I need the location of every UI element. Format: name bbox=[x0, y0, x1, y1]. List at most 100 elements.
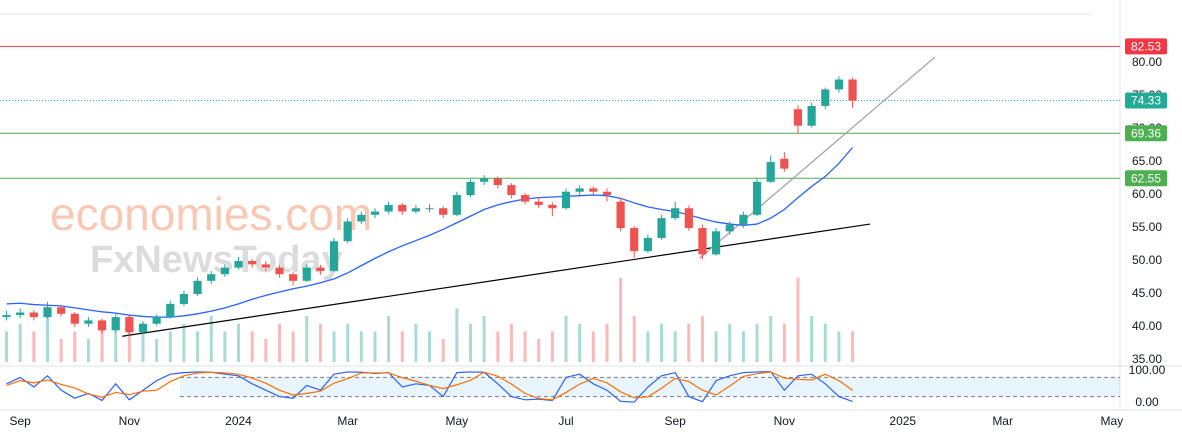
candle-body bbox=[261, 264, 270, 268]
candle-body bbox=[684, 208, 693, 229]
volume-bar bbox=[223, 331, 227, 362]
stochastic-line bbox=[6, 371, 853, 401]
volume-bar bbox=[168, 331, 172, 362]
candle-body bbox=[248, 261, 257, 265]
volume-bar bbox=[127, 316, 131, 362]
watermark: FxNewsToday bbox=[90, 239, 343, 281]
volume-bar bbox=[196, 331, 200, 362]
candle-body bbox=[2, 315, 11, 318]
volume-bar bbox=[32, 331, 36, 362]
volume-bar bbox=[564, 316, 568, 362]
x-tick-label: Mar bbox=[337, 414, 358, 428]
candle-body bbox=[57, 307, 66, 314]
candle-body bbox=[766, 162, 775, 182]
stochastic-band bbox=[180, 377, 1120, 397]
candle-body bbox=[630, 228, 639, 252]
volume-bar bbox=[591, 331, 595, 362]
stochastic-tick-label: 0.00 bbox=[1135, 395, 1159, 409]
volume-bar bbox=[359, 331, 363, 362]
volume-bar bbox=[714, 331, 718, 362]
volume-bar bbox=[455, 308, 459, 362]
level-label-box bbox=[1125, 38, 1167, 55]
volume-bar bbox=[796, 277, 800, 362]
volume-bar bbox=[537, 339, 541, 362]
candle-body bbox=[589, 188, 598, 192]
candle-body bbox=[166, 303, 175, 318]
volume-bar bbox=[509, 323, 513, 362]
candle-body bbox=[725, 224, 734, 232]
volume-bar bbox=[605, 323, 609, 362]
volume-bar bbox=[523, 331, 527, 362]
candle-body bbox=[602, 191, 612, 196]
volume-bar bbox=[250, 331, 254, 362]
candle-body bbox=[466, 181, 475, 196]
volume-bar bbox=[823, 323, 827, 362]
volume-bar bbox=[578, 323, 582, 362]
candle-body bbox=[739, 214, 748, 225]
volume-bar bbox=[387, 316, 391, 362]
candle-body bbox=[220, 267, 229, 275]
volume-bar bbox=[318, 323, 322, 362]
candle-body bbox=[97, 320, 107, 331]
y-tick-label: 60.00 bbox=[1132, 187, 1162, 201]
y-tick-label: 65.00 bbox=[1132, 154, 1162, 168]
volume-bar bbox=[687, 323, 691, 362]
volume-bar bbox=[755, 323, 759, 362]
candle-body bbox=[111, 317, 120, 331]
x-tick-label: Jul bbox=[558, 414, 573, 428]
volume-bar bbox=[237, 323, 241, 362]
volume-bar bbox=[182, 323, 186, 362]
volume-bar bbox=[141, 331, 145, 362]
candle-body bbox=[329, 241, 339, 271]
candle-body bbox=[398, 204, 407, 212]
y-tick-label: 40.00 bbox=[1132, 319, 1162, 333]
volume-bar bbox=[428, 331, 432, 362]
candle-body bbox=[520, 195, 530, 202]
level-label-box bbox=[1125, 92, 1167, 109]
candle-body bbox=[16, 312, 25, 316]
volume-bar bbox=[346, 323, 350, 362]
candle-body bbox=[807, 105, 816, 126]
candle-body bbox=[712, 231, 721, 255]
volume-bar bbox=[741, 331, 745, 362]
volume-bar bbox=[373, 331, 377, 362]
volume-bar bbox=[646, 331, 650, 362]
candle-body bbox=[384, 204, 393, 212]
volume-bar bbox=[810, 316, 814, 362]
volume-bar bbox=[851, 331, 855, 362]
candle-body bbox=[43, 307, 52, 318]
candle-body bbox=[193, 280, 202, 295]
volume-bar bbox=[837, 331, 841, 362]
x-tick-label: May bbox=[446, 414, 469, 428]
volume-bar bbox=[660, 323, 664, 362]
candle-body bbox=[357, 214, 366, 222]
candle-body bbox=[752, 181, 762, 215]
volume-bar bbox=[291, 331, 295, 362]
y-tick-label: 35.00 bbox=[1132, 352, 1162, 366]
volume-bar bbox=[18, 323, 22, 362]
candle-body bbox=[548, 204, 557, 209]
level-label: 69.36 bbox=[1131, 126, 1161, 140]
candle-body bbox=[275, 267, 284, 275]
volume-bar bbox=[468, 323, 472, 362]
volume-bar bbox=[782, 323, 786, 362]
volume-bar bbox=[45, 316, 49, 362]
volume-bar bbox=[441, 339, 445, 362]
candle-body bbox=[289, 274, 298, 281]
volume-bar bbox=[414, 323, 418, 362]
volume-bar bbox=[550, 331, 554, 362]
moving-average bbox=[6, 147, 854, 318]
candle-body bbox=[493, 178, 502, 186]
candle-body bbox=[439, 208, 448, 215]
level-label: 74.33 bbox=[1131, 94, 1161, 108]
candle-body bbox=[848, 79, 857, 101]
x-tick-label: Nov bbox=[774, 414, 795, 428]
volume-bar bbox=[73, 331, 77, 362]
volume-bar bbox=[769, 316, 773, 362]
y-tick-label: 50.00 bbox=[1132, 253, 1162, 267]
x-tick-label: Nov bbox=[119, 414, 140, 428]
volume-bar bbox=[305, 316, 309, 362]
candle-body bbox=[425, 208, 434, 210]
